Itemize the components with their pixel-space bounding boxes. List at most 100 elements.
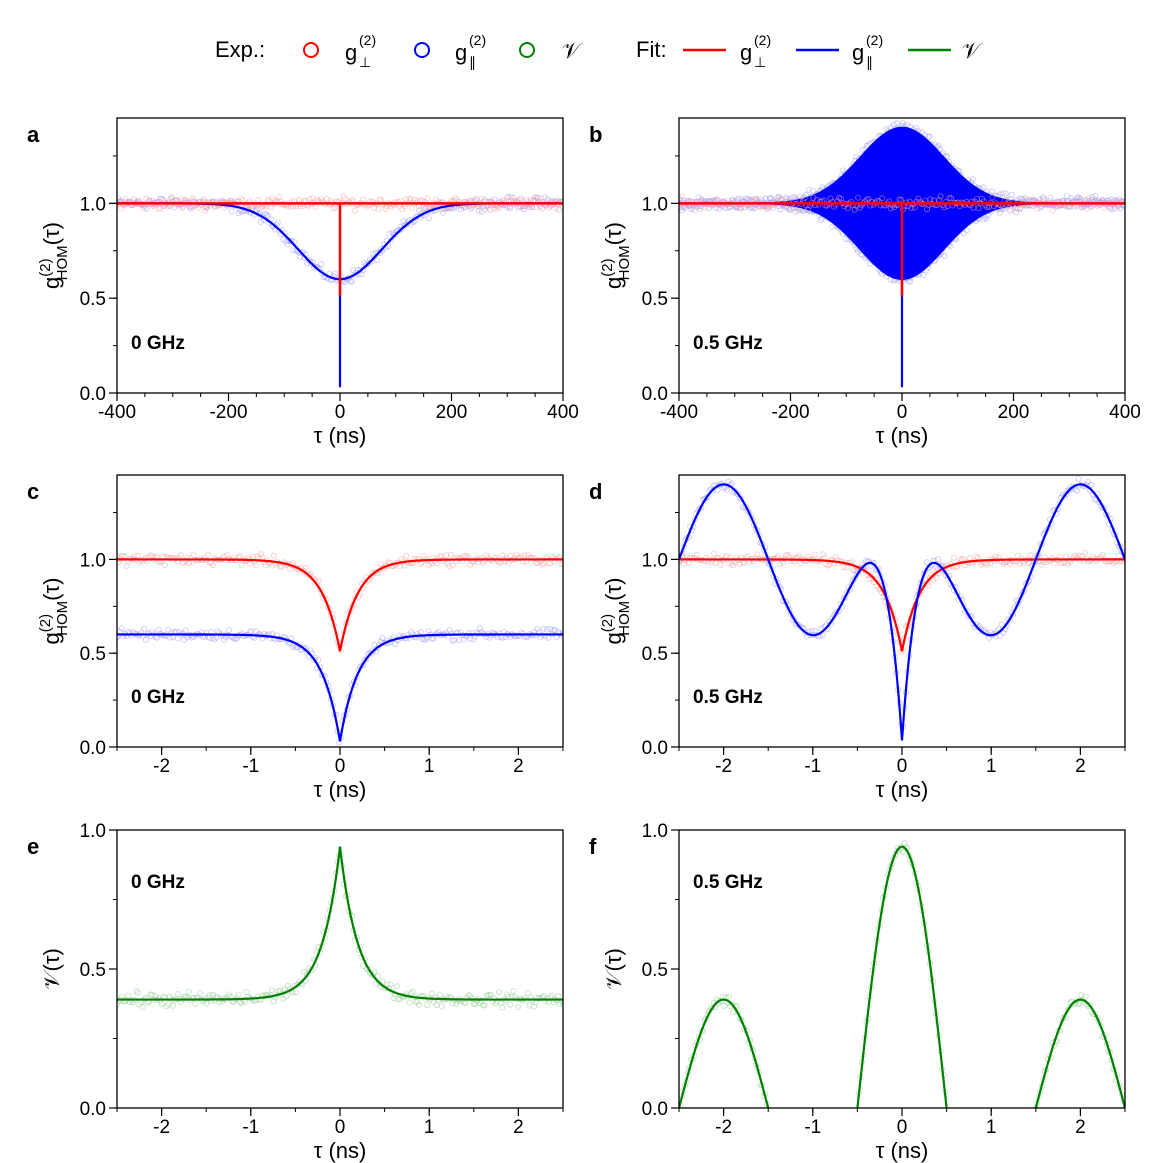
exp-perp-points-point <box>504 194 511 201</box>
exp-vis-points-point <box>197 990 204 997</box>
exp-vis-points-point <box>270 998 277 1005</box>
exp-par-points-point <box>396 227 403 234</box>
exp-vis-points-point <box>424 1002 431 1009</box>
exp-par-points-point <box>545 634 552 641</box>
frequency-tag-d: 0.5 GHz <box>693 687 763 708</box>
exp-perp-points-point <box>855 194 862 201</box>
exp-perp-points-point <box>713 196 720 203</box>
exp-perp-points-point <box>368 573 375 580</box>
exp-perp-points-point <box>1084 205 1091 212</box>
exp-par-points-lower-point <box>1092 193 1099 200</box>
exp-vis-points-point <box>169 1002 176 1009</box>
y-tick-label: 0.5 <box>80 960 106 981</box>
x-axis-label-f: τ (ns) <box>876 1138 929 1163</box>
exp-par-points-point <box>738 495 745 502</box>
x-tick-label: 0 <box>897 1117 908 1138</box>
x-tick-label: 2 <box>513 1117 524 1138</box>
x-axis-label-e: τ (ns) <box>314 1138 367 1163</box>
exp-par-points-point <box>1074 487 1081 494</box>
exp-par-points-point <box>283 238 290 245</box>
exp-par-points-lower-point <box>829 223 836 230</box>
exp-perp-points-point <box>1049 207 1056 214</box>
exp-perp-points-point <box>238 196 245 203</box>
exp-perp-points-point <box>1082 549 1089 556</box>
panel-c: -2 -1 0 1 2 τ (ns) 0.0 0.5 1.0 g(2)HOM(τ) c 0 GHz <box>27 474 564 802</box>
y-axis-e: 0.0 0.5 1.0 𝒱(τ) <box>39 821 117 1120</box>
exp-perp-points-point <box>459 557 466 564</box>
exp-par-points-point <box>560 629 563 636</box>
exp-perp-points-point <box>440 557 447 564</box>
svg-text:(2): (2) <box>754 32 771 48</box>
exp-perp-points-point <box>144 557 151 564</box>
exp-par-points-lower-point <box>941 252 948 259</box>
exp-perp-points-point <box>270 552 277 559</box>
y-tick-label: 0.0 <box>642 1099 668 1120</box>
fit-perp-line <box>679 558 1125 652</box>
exp-par-points-point <box>386 230 393 237</box>
exp-par-points-upper-point <box>1008 191 1015 198</box>
svg-text:(2): (2) <box>469 32 486 48</box>
x-tick-label: -2 <box>715 1117 732 1138</box>
exp-par-points-point <box>735 491 742 498</box>
exp-vis-points-point <box>292 989 299 996</box>
exp-perp-points-point <box>1058 560 1065 567</box>
exp-perp-points-point <box>316 586 323 593</box>
exp-perp-points-point <box>449 562 456 569</box>
exp-vis-points-point <box>438 1003 445 1010</box>
exp-perp-points-point <box>157 559 164 566</box>
exp-perp-points-point <box>269 562 276 569</box>
exp-perp-points-point <box>966 554 973 561</box>
fit-vis-line-0 <box>679 998 770 1108</box>
exp-par-points-point <box>165 626 172 633</box>
exp-par-points-upper-point <box>1002 190 1009 197</box>
svg-text:g(2)HOM(τ): g(2)HOM(τ) <box>37 222 71 289</box>
panel-d: -2 -1 0 1 2 τ (ns) 0.0 0.5 1.0 g(2)HOM(τ) d 0.5 GHz <box>589 474 1126 802</box>
exp-par-points-lower-point <box>963 227 970 234</box>
exp-vis-points-point <box>203 1000 210 1007</box>
exp-par-points-point <box>974 624 981 631</box>
exp-perp-points-point <box>933 574 940 581</box>
exp-par-points-upper-point <box>935 142 942 149</box>
exp-vis-points-point <box>139 1003 146 1010</box>
exp-par-points-point <box>1088 481 1095 488</box>
exp-perp-points-point <box>1000 560 1007 567</box>
exp-perp-points-point <box>957 555 964 562</box>
exp-perp-points-point <box>1122 553 1125 560</box>
svg-text:g(2)HOM(τ): g(2)HOM(τ) <box>599 222 633 289</box>
x-axis-label-b: τ (ns) <box>876 423 929 448</box>
exp-perp-points-point <box>989 194 996 201</box>
exp-par-points-point <box>274 219 281 226</box>
exp-par-points-point <box>544 626 551 633</box>
exp-perp-points-point <box>420 204 427 211</box>
exp-perp-points-point <box>736 204 743 211</box>
exp-perp-points-point <box>499 552 506 559</box>
exp-perp-points-point <box>560 560 563 567</box>
x-tick-label: 0 <box>335 402 346 423</box>
plot-area-e <box>117 846 563 1011</box>
exp-par-points-point <box>374 644 381 651</box>
exp-perp-points-point <box>540 560 547 567</box>
frequency-tag-c: 0 GHz <box>131 687 185 708</box>
exp-perp-points-point <box>1066 557 1073 564</box>
exp-par-points-point <box>476 625 483 632</box>
y-tick-label: 0.5 <box>642 289 668 310</box>
exp-perp-points-point <box>832 201 839 208</box>
x-axis-d: -2 -1 0 1 2 τ (ns) <box>678 747 1126 802</box>
exp-par-points-point <box>979 628 986 635</box>
x-axis-label-a: τ (ns) <box>314 423 367 448</box>
svg-text:∥: ∥ <box>469 54 476 70</box>
exp-perp-points-point <box>340 193 347 200</box>
fit-par-line <box>117 633 563 742</box>
y-tick-label: 0.0 <box>642 738 668 759</box>
y-axis-d: 0.0 0.5 1.0 g(2)HOM(τ) <box>599 512 679 759</box>
exp-vis-points-point <box>433 1002 440 1009</box>
x-tick-label: 1 <box>986 756 997 777</box>
exp-vis-points-point <box>481 1002 488 1009</box>
exp-perp-points-point <box>908 204 915 211</box>
exp-perp-points-point <box>420 553 427 560</box>
exp-perp-points-point <box>403 552 410 559</box>
exp-perp-points-point <box>304 570 311 577</box>
exp-perp-points-point <box>941 204 948 211</box>
svg-text:(2): (2) <box>866 32 883 48</box>
